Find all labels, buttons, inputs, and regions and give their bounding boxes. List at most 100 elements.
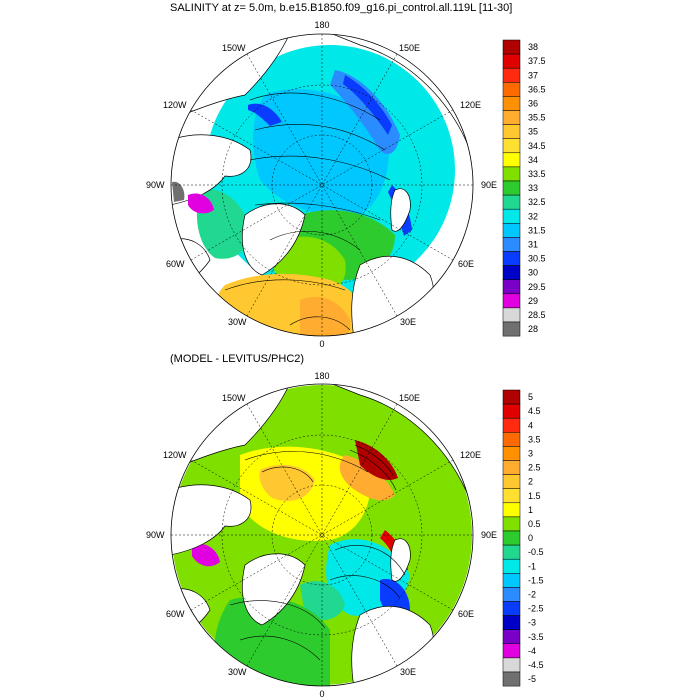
colorbar-swatch [502, 544, 521, 560]
grid-labels: 180 0 90W 90E 150W 150E 120W 120E 60W 60… [146, 371, 497, 699]
colorbar-swatch [502, 166, 521, 182]
colorbar-swatch [502, 643, 521, 659]
lon-label-30e: 30E [400, 317, 416, 327]
colorbar-swatch [502, 152, 521, 168]
beaufort-positive [259, 464, 315, 501]
polar-map [171, 384, 473, 686]
hudson-bay-saltless [172, 181, 185, 202]
colorbar-swatch [502, 417, 521, 433]
colorbar-swatch [502, 629, 521, 645]
colorbar-tick-label: 28.5 [528, 310, 546, 320]
colorbar-tick-label: 30 [528, 268, 538, 278]
colorbar-tick-label: -2 [528, 589, 536, 599]
colorbar-swatch [502, 208, 521, 224]
canadian-archipelago-land [171, 484, 252, 556]
novaya-zemlya-land [390, 188, 411, 232]
colorbar-swatch [502, 587, 521, 602]
colorbar-swatch [502, 321, 521, 337]
lon-label-30w: 30W [228, 317, 247, 327]
lon-label-90e: 90E [481, 530, 497, 540]
lon-label-150e: 150E [399, 43, 420, 53]
colorbar-tick-label: -2.5 [528, 604, 544, 614]
colorbar-tick-label: 32 [528, 211, 538, 221]
colorbar-swatch [502, 223, 521, 238]
lon-label-150w: 150W [222, 43, 246, 53]
colorbar-tick-label: 35 [528, 127, 538, 137]
polar-map [171, 34, 473, 336]
hudson-bay-fresh [188, 193, 214, 214]
colorbar-tick-label: 2 [528, 477, 533, 487]
colorbar-swatch [502, 516, 521, 532]
colorbar-swatch [502, 502, 521, 518]
grid-labels: 180 0 90W 90E 150W 150E 120W 120E 60W 60… [146, 20, 497, 349]
colorbar-swatch [502, 446, 521, 461]
colorbar-tick-label: 3.5 [528, 434, 541, 444]
colorbar: 5 4.5 4 3.5 3 2.5 2 1.5 1 0.5 0 -0.5 -1 -1.5 -2 -2.5 -3 -… [502, 389, 544, 687]
colorbar-swatch [502, 138, 521, 154]
colorbar-tick-label: 30.5 [528, 254, 546, 264]
colorbar-swatch [502, 39, 521, 55]
colorbar-swatch [502, 265, 521, 280]
colorbar-tick-label: 34 [528, 155, 538, 165]
colorbar-swatch [502, 558, 521, 574]
lon-label-120w: 120W [163, 100, 187, 110]
colorbar-tick-label: -3 [528, 618, 536, 628]
map-border [170, 33, 474, 337]
colorbar-swatch [502, 82, 521, 97]
colorbar-swatch [502, 96, 521, 111]
colorbar-tick-label: 35.5 [528, 113, 546, 123]
lon-label-30w: 30W [228, 667, 247, 677]
salinity-panel: SALINITY at z= 5.0m, b.e15.B1850.f09_g16… [146, 2, 546, 349]
lon-label-0: 0 [319, 339, 324, 349]
colorbar-tick-label: 4.5 [528, 406, 541, 416]
lon-label-60w: 60W [166, 259, 185, 269]
colorbar-swatch [502, 110, 521, 125]
colorbar-tick-label: 1.5 [528, 491, 541, 501]
lon-label-30e: 30E [400, 667, 416, 677]
graticule [171, 34, 473, 336]
colorbar-swatch [502, 474, 521, 489]
colorbar-tick-label: 32.5 [528, 197, 546, 207]
colorbar-tick-label: 33.5 [528, 169, 546, 179]
map-border [170, 383, 474, 687]
colorbar-swatch [502, 194, 521, 210]
colorbar-swatch [502, 293, 521, 309]
lon-label-150w: 150W [222, 393, 246, 403]
hudson-negative [192, 543, 220, 567]
lon-label-180: 180 [314, 20, 329, 30]
colorbar-tick-label: 37 [528, 70, 538, 80]
colorbar-tick-label: 37.5 [528, 56, 546, 66]
lon-label-180: 180 [314, 371, 329, 381]
colorbar-swatch [502, 180, 521, 196]
colorbar: 38 37.5 37 36.5 36 35.5 35 34.5 34 33.5 33 32.5 32 31… [502, 39, 546, 337]
lon-label-0: 0 [319, 689, 324, 699]
colorbar-swatch [502, 307, 521, 323]
colorbar-swatch [502, 251, 521, 266]
colorbar-swatch [502, 460, 521, 475]
siberian-shelf-fresh [330, 70, 400, 155]
colorbar-swatch [502, 237, 521, 252]
colorbar-tick-label: -4.5 [528, 660, 544, 670]
colorbar-tick-label: -5 [528, 674, 536, 684]
colorbar-tick-label: -3.5 [528, 632, 544, 642]
panel-title: SALINITY at z= 5.0m, b.e15.B1850.f09_g16… [170, 2, 512, 14]
lon-label-90w: 90W [146, 180, 165, 190]
deep-basin-field [253, 89, 389, 216]
colorbar-tick-label: 36 [528, 98, 538, 108]
colorbar-tick-label: 0 [528, 533, 533, 543]
colorbar-tick-label: 31 [528, 239, 538, 249]
colorbar-swatch [502, 432, 521, 447]
lon-label-120w: 120W [163, 450, 187, 460]
colorbar-tick-label: -4 [528, 646, 536, 656]
lon-label-120e: 120E [460, 100, 481, 110]
colorbar-swatch [502, 403, 521, 419]
colorbar-tick-label: 38 [528, 42, 538, 52]
lon-label-60e: 60E [458, 259, 474, 269]
colorbar-swatch [502, 657, 521, 673]
colorbar-tick-label: -1.5 [528, 575, 544, 585]
colorbar-tick-label: 36.5 [528, 84, 546, 94]
lon-label-60e: 60E [458, 609, 474, 619]
panel-title: (MODEL - LEVITUS/PHC2) [170, 353, 304, 365]
beaufort-fresh [248, 103, 282, 126]
